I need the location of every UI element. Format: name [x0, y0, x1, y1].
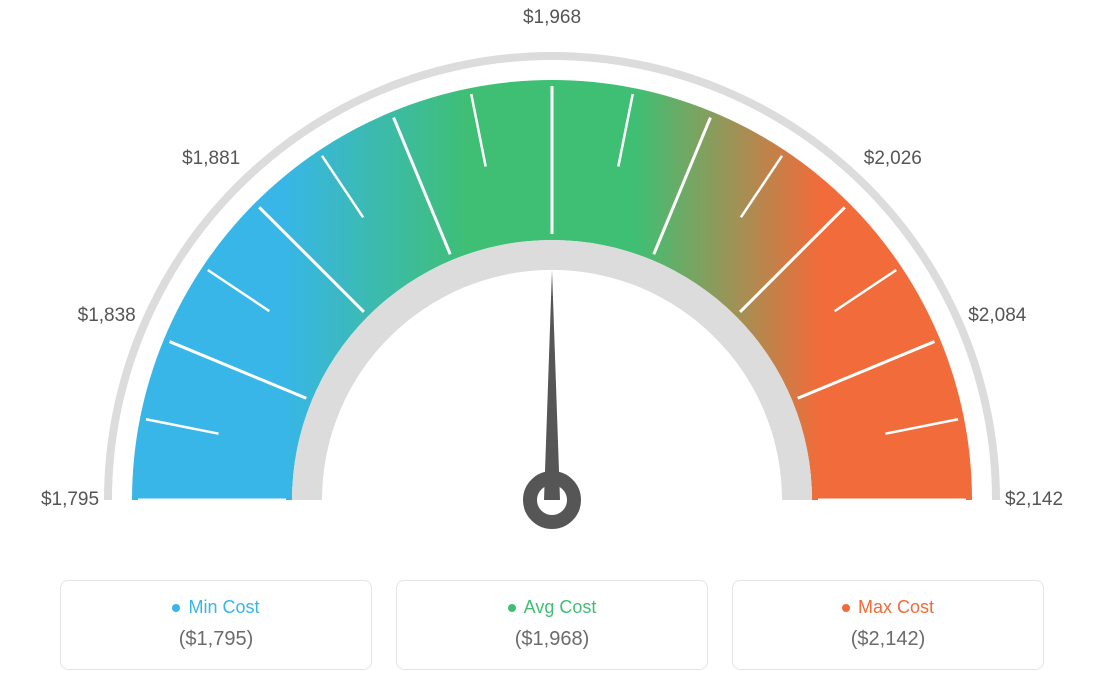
gauge-tick-label: $1,795 — [41, 489, 99, 511]
gauge-tick-label: $1,968 — [523, 7, 581, 29]
gauge-tick-label: $1,838 — [78, 305, 136, 327]
dot-icon — [172, 604, 180, 612]
legend-avg-value: ($1,968) — [415, 628, 689, 651]
legend-max-box: Max Cost ($2,142) — [732, 580, 1044, 670]
legend-min-box: Min Cost ($1,795) — [60, 580, 372, 670]
gauge-chart: $1,795 $1,838 $1,881 $1,968 $2,026 $2,084 $2,1… — [0, 0, 1104, 560]
legend-avg-box: Avg Cost ($1,968) — [396, 580, 708, 670]
legend-max-title: Max Cost — [751, 597, 1025, 618]
gauge-tick-label: $2,084 — [968, 305, 1026, 327]
legend-avg-title: Avg Cost — [415, 597, 689, 618]
gauge-svg — [0, 0, 1104, 560]
legend-row: Min Cost ($1,795) Avg Cost ($1,968) Max … — [60, 580, 1044, 670]
legend-min-title: Min Cost — [79, 597, 353, 618]
dot-icon — [842, 604, 850, 612]
legend-min-label: Min Cost — [188, 597, 259, 618]
legend-max-label: Max Cost — [858, 597, 934, 618]
legend-min-value: ($1,795) — [79, 628, 353, 651]
gauge-tick-label: $2,026 — [864, 148, 922, 170]
legend-max-value: ($2,142) — [751, 628, 1025, 651]
gauge-tick-label: $2,142 — [1005, 489, 1063, 511]
gauge-tick-label: $1,881 — [182, 148, 240, 170]
dot-icon — [508, 604, 516, 612]
legend-avg-label: Avg Cost — [524, 597, 597, 618]
